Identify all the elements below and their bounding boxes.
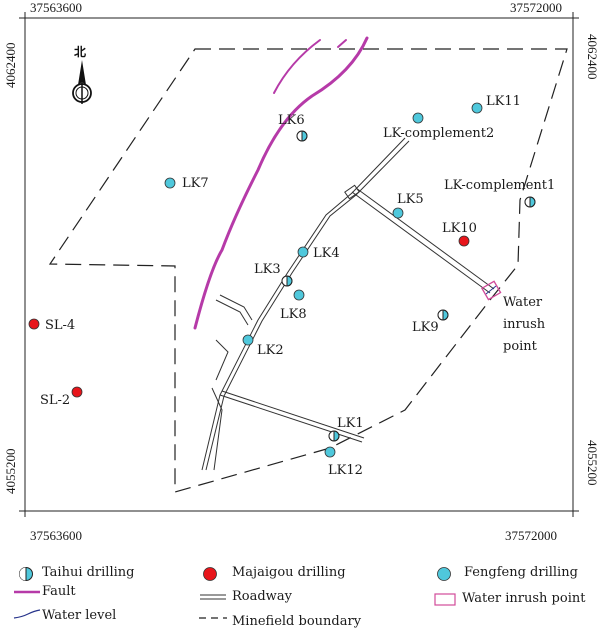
drilling-point-lk5: LK5	[392, 192, 424, 219]
point-label-lk-complement1: LK-complement1	[444, 178, 555, 193]
taihui-ring	[281, 275, 293, 287]
point-label-lk-complement2: LK-complement2	[383, 126, 494, 141]
north-label: 北	[74, 44, 86, 59]
drilling-point-lk4: LK4	[297, 246, 340, 261]
drilling-points: LK11 LK-complement2 LK6 LK7 LK-complement1 LK…	[28, 94, 555, 478]
fengfeng-marker-icon	[164, 177, 176, 189]
water-inrush-label-2: inrush	[503, 317, 546, 332]
coord-top-right: 37572000	[510, 0, 562, 15]
drilling-point-lk1: LK1	[328, 416, 364, 442]
fengfeng-marker-icon	[392, 207, 404, 219]
drilling-point-lk9: LK9	[412, 309, 449, 335]
roadway-legend-icon	[200, 594, 226, 600]
drilling-point-lk2: LK2	[242, 334, 284, 358]
point-label-lk8: LK8	[280, 307, 307, 322]
water-inrush-point	[481, 280, 502, 301]
boundary-legend-icon	[199, 617, 227, 619]
taihui-ring	[437, 309, 449, 321]
coord-bottom-left: 37563600	[30, 528, 82, 543]
drilling-point-lk-complement2: LK-complement2	[383, 112, 494, 141]
water-inrush-label-1: Water	[503, 295, 543, 310]
coord-left-bottom: 4055200	[3, 449, 18, 495]
point-label-lk5: LK5	[397, 192, 424, 207]
fengfeng-marker-icon	[242, 334, 254, 346]
legend-boundary-label: Minefield boundary	[232, 614, 362, 629]
map-frame	[24, 17, 574, 512]
legend-majiagou-label: Majaigou drilling	[232, 565, 346, 580]
coord-right-top: 4062400	[585, 34, 600, 80]
legend-inrush-label: Water inrush point	[462, 591, 586, 606]
drilling-point-lk8: LK8	[280, 289, 307, 322]
water-level-legend-icon	[13, 609, 41, 619]
point-label-lk4: LK4	[313, 246, 340, 261]
north-arrow-icon: 北	[72, 44, 92, 104]
drilling-point-lk7: LK7	[164, 176, 209, 191]
point-label-lk3: LK3	[254, 262, 281, 277]
coord-right-bottom: 4055200	[585, 440, 600, 486]
drilling-point-sl-4: SL-4	[28, 318, 75, 333]
point-label-sl-4: SL-4	[45, 318, 75, 333]
inrush-legend-icon	[434, 593, 456, 606]
fengfeng-marker-icon	[293, 289, 305, 301]
point-label-lk10: LK10	[442, 221, 477, 236]
taihui-ring	[524, 196, 536, 208]
frame-ticks	[19, 12, 579, 517]
fault-lines	[193, 36, 369, 330]
drilling-point-lk-complement1: LK-complement1	[444, 178, 555, 208]
legend-taihui-label: Taihui drilling	[42, 565, 135, 580]
point-label-lk11: LK11	[486, 94, 521, 109]
fengfeng-marker-icon	[297, 246, 309, 258]
legend-fengfeng-label: Fengfeng drilling	[464, 565, 578, 580]
drilling-point-sl-2: SL-2	[40, 386, 83, 408]
taihui-half-fill	[282, 276, 287, 286]
legend-fault-label: Fault	[42, 584, 76, 599]
drilling-point-lk6: LK6	[278, 113, 308, 142]
water-inrush-label-3: point	[503, 339, 538, 354]
taihui-half-fill	[525, 197, 530, 207]
taihui-half-fill	[297, 131, 302, 141]
taihui-half-fill	[438, 310, 443, 320]
taihui-ring	[296, 130, 308, 142]
point-label-lk7: LK7	[182, 176, 209, 191]
majiagou-marker-icon	[71, 386, 83, 398]
point-label-sl-2: SL-2	[40, 393, 70, 408]
fengfeng-legend-icon	[437, 567, 451, 581]
coord-top-left: 37563600	[30, 0, 82, 15]
taihui-ring	[328, 430, 340, 442]
minefield-boundary	[48, 48, 568, 493]
fengfeng-marker-icon	[471, 102, 483, 114]
drilling-point-lk12: LK12	[324, 446, 363, 478]
majiagou-marker-icon	[458, 235, 470, 247]
point-label-lk12: LK12	[328, 463, 363, 478]
taihui-half-fill	[329, 431, 334, 441]
taihui-legend-icon	[19, 567, 33, 581]
drilling-point-lk3: LK3	[254, 262, 293, 287]
majiagou-legend-icon	[203, 567, 217, 581]
fengfeng-marker-icon	[324, 446, 336, 458]
drilling-point-lk10: LK10	[442, 221, 477, 247]
point-label-lk9: LK9	[412, 320, 439, 335]
legend-water-level-label: Water level	[42, 608, 117, 623]
legend-roadway-label: Roadway	[232, 589, 292, 604]
point-label-lk1: LK1	[337, 416, 364, 431]
coord-left-top: 4062400	[3, 43, 18, 89]
majiagou-marker-icon	[28, 318, 40, 330]
fengfeng-marker-icon	[412, 112, 424, 124]
drilling-point-lk11: LK11	[471, 94, 521, 114]
point-label-lk2: LK2	[257, 343, 284, 358]
point-label-lk6: LK6	[278, 113, 305, 128]
coord-bottom-right: 37572000	[505, 528, 557, 543]
fault-legend-icon	[14, 590, 40, 594]
